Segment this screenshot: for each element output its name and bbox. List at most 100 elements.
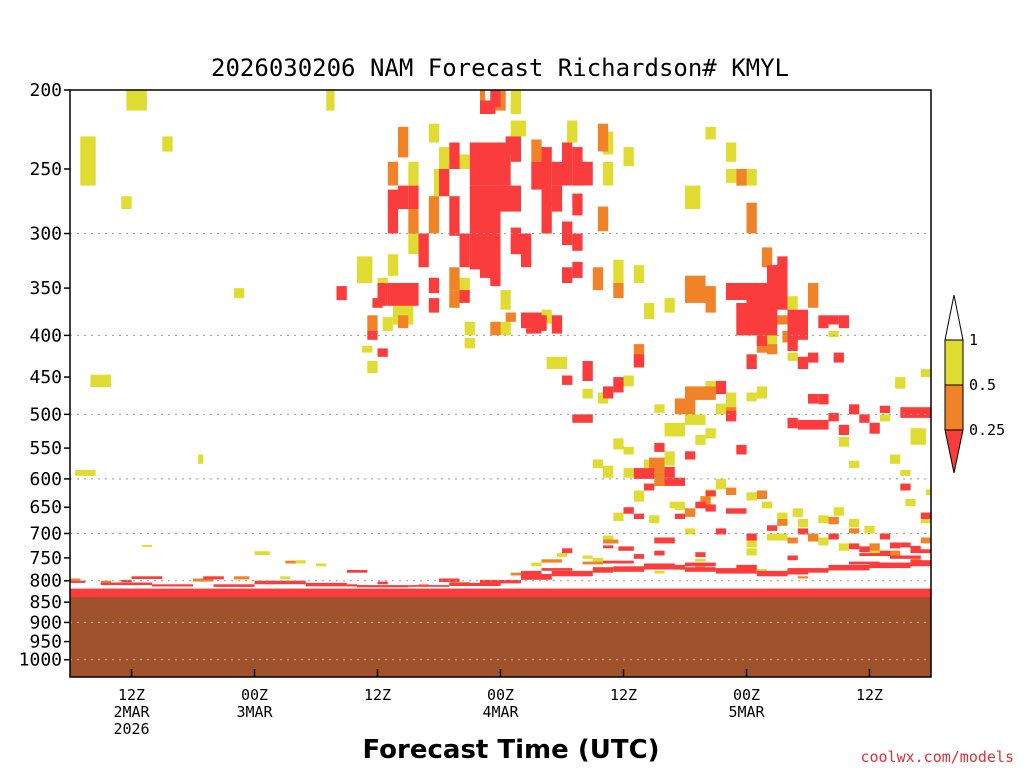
heatmap-cell-red xyxy=(613,566,645,572)
heatmap-cells xyxy=(70,90,931,598)
heatmap-cell-red xyxy=(920,512,931,519)
heatmap-cell-yellow xyxy=(746,392,757,402)
heatmap-cell-red xyxy=(833,352,844,363)
heatmap-cell-red xyxy=(654,550,665,556)
heatmap-cell-red xyxy=(818,315,829,329)
heatmap-cell-red xyxy=(808,352,819,363)
heatmap-cell-red xyxy=(695,501,706,509)
heatmap-cell-orange xyxy=(387,161,399,186)
heatmap-cell-red xyxy=(756,335,768,346)
heatmap-cell-yellow xyxy=(623,468,634,478)
heatmap-cell-red xyxy=(787,568,829,573)
heatmap-cell-red xyxy=(828,412,839,422)
heatmap-cell-red xyxy=(746,354,757,370)
heatmap-cell-red xyxy=(838,315,850,329)
heatmap-cell-yellow xyxy=(674,501,686,510)
heatmap-cell-red xyxy=(618,546,634,551)
heatmap-cell-red xyxy=(408,585,450,587)
heatmap-cell-orange xyxy=(756,339,768,353)
heatmap-cell-orange xyxy=(234,576,250,580)
heatmap-cell-orange xyxy=(408,209,419,234)
heatmap-cell-yellow xyxy=(90,374,111,388)
heatmap-cell-red xyxy=(500,142,511,186)
heatmap-cell-red xyxy=(808,394,819,404)
heatmap-cell-yellow xyxy=(326,90,335,111)
heatmap-cell-yellow xyxy=(828,330,839,338)
heatmap-cell-orange xyxy=(603,539,619,544)
heatmap-cell-orange xyxy=(449,267,460,291)
heatmap-cell-yellow xyxy=(644,303,655,320)
heatmap-cell-yellow xyxy=(592,557,604,562)
heatmap-cell-red xyxy=(644,563,675,568)
heatmap-cell-red xyxy=(633,554,645,559)
heatmap-cell-red xyxy=(449,196,460,236)
heatmap-cell-orange xyxy=(654,473,665,486)
heatmap-cell-red xyxy=(336,286,347,301)
heatmap-cell-red xyxy=(562,142,573,186)
heatmap-cell-red xyxy=(756,293,778,303)
x-tick-label: 00Z xyxy=(487,686,514,704)
ground-region xyxy=(70,597,931,677)
x-tick-label: 12Z xyxy=(610,686,637,704)
heatmap-cell-orange xyxy=(797,576,809,579)
heatmap-cell-yellow xyxy=(910,428,926,445)
colorbar-level-label: 0.5 xyxy=(969,376,996,394)
heatmap-cell-red xyxy=(715,528,727,535)
heatmap-cell-orange xyxy=(100,580,112,583)
heatmap-cell-orange xyxy=(582,561,603,565)
heatmap-cell-yellow xyxy=(685,528,696,535)
heatmap-cell-yellow xyxy=(833,507,844,516)
heatmap-cell-red xyxy=(828,564,870,571)
heatmap-cell-yellow xyxy=(685,185,701,210)
heatmap-cell-yellow xyxy=(459,277,470,297)
heatmap-cell-red xyxy=(490,272,501,287)
heatmap-cell-yellow xyxy=(439,147,450,169)
heatmap-cell-red xyxy=(849,404,860,415)
heatmap-cell-red xyxy=(838,424,850,435)
heatmap-cell-red xyxy=(654,537,675,544)
heatmap-cell-red xyxy=(70,588,931,598)
heatmap-cell-red xyxy=(521,233,532,268)
heatmap-cell-red xyxy=(746,533,757,541)
heatmap-cell-yellow xyxy=(777,512,788,519)
heatmap-cell-orange xyxy=(490,321,501,336)
heatmap-cell-orange xyxy=(890,550,901,556)
heatmap-cell-yellow xyxy=(464,321,475,336)
heatmap-cell-yellow xyxy=(633,265,645,283)
y-tick-label: 1000 xyxy=(19,650,62,671)
heatmap-cell-yellow xyxy=(767,333,778,345)
heatmap-cell-yellow xyxy=(761,501,773,509)
heatmap-cell-orange xyxy=(428,196,440,234)
heatmap-cell-orange xyxy=(505,312,516,322)
heatmap-cell-red xyxy=(70,580,86,583)
heatmap-cell-red xyxy=(787,309,808,340)
y-tick-label: 300 xyxy=(29,224,62,245)
heatmap-cell-yellow xyxy=(767,533,788,541)
heatmap-cell-red xyxy=(767,265,788,283)
heatmap-cell-red xyxy=(254,580,306,585)
heatmap-cell-red xyxy=(449,142,460,169)
y-tick-label: 250 xyxy=(29,159,62,180)
heatmap-cell-yellow xyxy=(121,196,132,210)
credit-text: coolwx.com/models xyxy=(860,748,1014,766)
heatmap-cell-red xyxy=(695,552,706,557)
heatmap-cell-orange xyxy=(808,533,819,542)
heatmap-cell-red xyxy=(879,405,891,413)
heatmap-cell-red xyxy=(664,466,675,478)
y-tick-label: 750 xyxy=(29,548,62,569)
heatmap-cell-yellow xyxy=(603,535,614,542)
heatmap-cell-red xyxy=(613,377,624,393)
heatmap-cell-orange xyxy=(756,490,768,499)
y-tick-label: 200 xyxy=(29,80,62,101)
heatmap-cell-yellow xyxy=(382,317,393,331)
heatmap-cell-yellow xyxy=(925,489,931,496)
heatmap-cell-red xyxy=(859,414,870,423)
heatmap-cell-red xyxy=(428,277,440,294)
x-tick-label: 12Z xyxy=(856,686,883,704)
heatmap-cell-orange xyxy=(808,283,819,308)
heatmap-cell-red xyxy=(603,560,634,564)
y-tick-label: 450 xyxy=(29,367,62,388)
heatmap-cell-red xyxy=(551,570,593,577)
